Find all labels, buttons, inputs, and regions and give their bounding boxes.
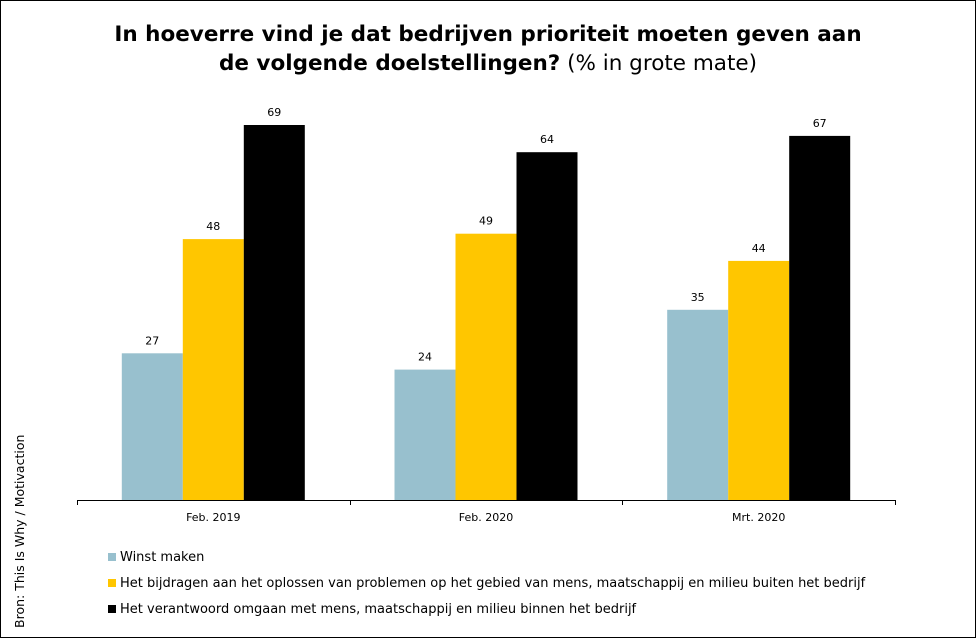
bar-2-feb-2019 <box>182 239 244 500</box>
data-label: 44 <box>752 242 766 255</box>
title-line-2: de volgende doelstellingen? <box>218 51 561 76</box>
source-note: Bron: This Is Why / Motivaction <box>12 434 27 628</box>
title-subtitle: (% in grote mate) <box>567 51 758 76</box>
data-label: 64 <box>540 133 554 146</box>
data-label: 24 <box>418 351 432 364</box>
title-line-1: In hoeverre vind je dat bedrijven priori… <box>114 22 862 47</box>
bar-3-feb-2019 <box>243 125 305 500</box>
bar-1-feb-2020 <box>394 369 456 500</box>
legend-swatch-icon <box>108 579 116 587</box>
bar-2-feb-2020 <box>455 233 517 500</box>
data-label: 35 <box>691 291 705 304</box>
legend-item: Winst maken <box>108 544 865 570</box>
bar-1-mrt-2020 <box>667 309 729 500</box>
legend: Winst maken Het bijdragen aan het oplosse… <box>108 544 865 622</box>
chart-title: In hoeverre vind je dat bedrijven priori… <box>0 20 976 78</box>
legend-swatch-icon <box>108 553 116 561</box>
bar-3-mrt-2020 <box>789 135 851 500</box>
x-axis: Feb. 2019 Feb. 2020 Mrt. 2020 <box>77 500 896 524</box>
data-label: 69 <box>267 106 281 119</box>
data-label: 48 <box>206 220 220 233</box>
data-label: 67 <box>813 117 827 130</box>
data-labels-group: 27 48 69 24 49 64 35 44 67 <box>145 106 826 364</box>
legend-label: Het verantwoord omgaan met mens, maatsch… <box>120 601 637 617</box>
bar-2-mrt-2020 <box>728 260 790 500</box>
data-label: 49 <box>479 215 493 228</box>
x-tick-label: Mrt. 2020 <box>732 511 785 524</box>
legend-label: Het bijdragen aan het oplossen van probl… <box>120 575 866 591</box>
data-label: 27 <box>145 334 159 347</box>
bar-3-feb-2020 <box>516 152 578 500</box>
x-tick-label: Feb. 2019 <box>186 511 240 524</box>
bars-group <box>121 125 851 500</box>
bar-1-feb-2019 <box>121 353 183 500</box>
legend-swatch-icon <box>108 605 116 613</box>
legend-item: Het bijdragen aan het oplossen van probl… <box>108 570 865 596</box>
x-tick-label: Feb. 2020 <box>459 511 513 524</box>
legend-item: Het verantwoord omgaan met mens, maatsch… <box>108 596 865 622</box>
legend-label: Winst maken <box>120 549 205 565</box>
